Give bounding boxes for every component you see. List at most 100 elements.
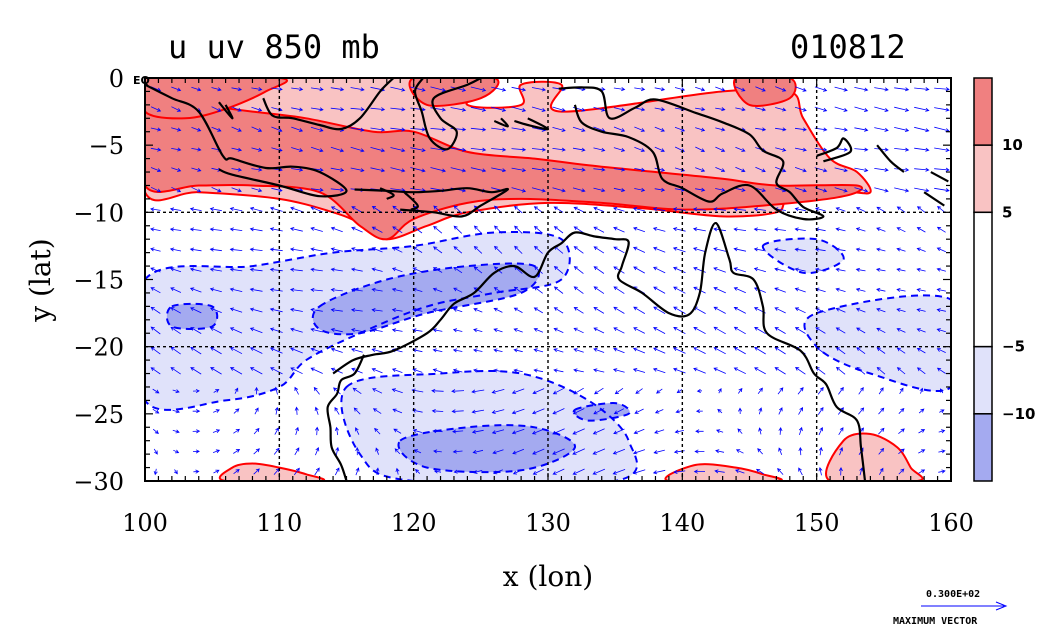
wind-vector: [856, 347, 866, 355]
wind-vector: [572, 428, 585, 435]
wind-vector: [193, 469, 200, 474]
wind-vector: [573, 387, 584, 395]
wind-vector: [613, 167, 626, 172]
wind-vector: [470, 127, 487, 132]
wind-vector: [330, 287, 343, 292]
wind-vector: [249, 247, 263, 252]
wind-vector: [916, 206, 926, 213]
wind-vector: [253, 468, 260, 475]
wind-vector: [613, 286, 625, 294]
wind-vector: [531, 428, 545, 435]
wind-vector: [371, 308, 383, 313]
wind-vector: [330, 226, 343, 233]
wind-vector: [733, 307, 746, 314]
wind-vector: [271, 187, 283, 193]
wind-vector: [249, 307, 263, 313]
wind-vector: [552, 448, 565, 455]
wind-vector: [512, 448, 525, 455]
wind-vector: [371, 226, 383, 233]
wind-vector: [733, 287, 746, 294]
wind-vector: [854, 187, 869, 193]
wind-vector: [350, 247, 363, 252]
wind-vector: [289, 287, 303, 292]
wind-vector: [815, 327, 826, 334]
wind-vector: [798, 406, 804, 415]
y-tick-label: −5: [89, 132, 124, 160]
wind-vector: [410, 127, 426, 132]
wind-vector: [652, 227, 666, 232]
wind-vector: [453, 266, 463, 274]
wind-vector: [896, 367, 906, 375]
wind-vector: [635, 388, 643, 394]
wind-vector: [150, 247, 161, 252]
wind-vector: [593, 387, 604, 395]
wind-vector: [916, 308, 926, 312]
wind-vector: [754, 346, 766, 355]
negative-u-region: [312, 263, 540, 335]
wind-vector: [916, 328, 926, 333]
wind-vector: [170, 307, 181, 314]
wind-vector: [753, 267, 767, 273]
wind-vector: [412, 368, 423, 373]
wind-vector: [433, 225, 443, 234]
wind-vector: [289, 227, 303, 232]
wind-vector: [511, 86, 527, 92]
wind-vector: [231, 87, 243, 92]
wind-vector: [249, 327, 263, 334]
wind-vector: [533, 368, 544, 373]
wind-vector: [533, 286, 543, 294]
wind-vector: [511, 187, 527, 193]
wind-vector: [794, 247, 806, 252]
wind-vector: [692, 227, 706, 232]
wind-vector: [936, 308, 946, 313]
wind-vector: [353, 407, 361, 415]
wind-vector: [673, 367, 686, 374]
colorbar-label: 5: [1002, 203, 1012, 221]
wind-vector: [653, 246, 666, 253]
wind-vector: [249, 287, 263, 292]
wind-vector: [634, 187, 646, 192]
wind-vector: [249, 227, 263, 232]
wind-vector: [170, 367, 181, 375]
wind-vector: [450, 147, 467, 152]
wind-vector: [371, 348, 383, 353]
wind-vector: [291, 107, 304, 112]
wind-vector: [814, 227, 826, 232]
wind-vector: [592, 468, 606, 475]
wind-vector: [433, 469, 442, 474]
wind-vector: [171, 127, 182, 132]
wind-vector: [874, 167, 889, 172]
wind-vector: [633, 266, 645, 274]
wind-vector: [453, 205, 463, 214]
wind-vector: [552, 167, 566, 172]
wind-vector: [172, 429, 180, 434]
wind-vector: [633, 347, 646, 354]
wind-vector: [878, 407, 885, 415]
wind-vector: [818, 466, 823, 476]
wind-vector: [254, 407, 259, 415]
wind-vector: [451, 409, 464, 414]
wind-vector: [493, 348, 503, 353]
wind-vector: [634, 87, 646, 92]
wind-vector: [939, 409, 945, 414]
wind-vector: [392, 408, 403, 414]
axis-ticks: [144, 77, 952, 482]
wind-vector: [755, 468, 765, 475]
wind-vector: [491, 127, 507, 132]
wind-vector: [894, 127, 910, 132]
wind-vector: [817, 407, 824, 415]
wind-vector: [391, 287, 403, 292]
wind-vector: [231, 126, 242, 132]
wind-vector: [493, 287, 503, 294]
wind-vector: [473, 266, 483, 274]
wind-vector: [391, 328, 403, 333]
colorbar-label: −5: [1002, 338, 1025, 356]
wind-vector: [432, 308, 443, 312]
wind-vector: [634, 126, 646, 132]
wind-vector: [573, 348, 584, 353]
wind-vector: [854, 127, 869, 132]
wind-vector: [209, 247, 222, 252]
wind-vector: [432, 328, 443, 333]
wind-vector: [612, 469, 626, 475]
wind-vector: [794, 86, 807, 92]
